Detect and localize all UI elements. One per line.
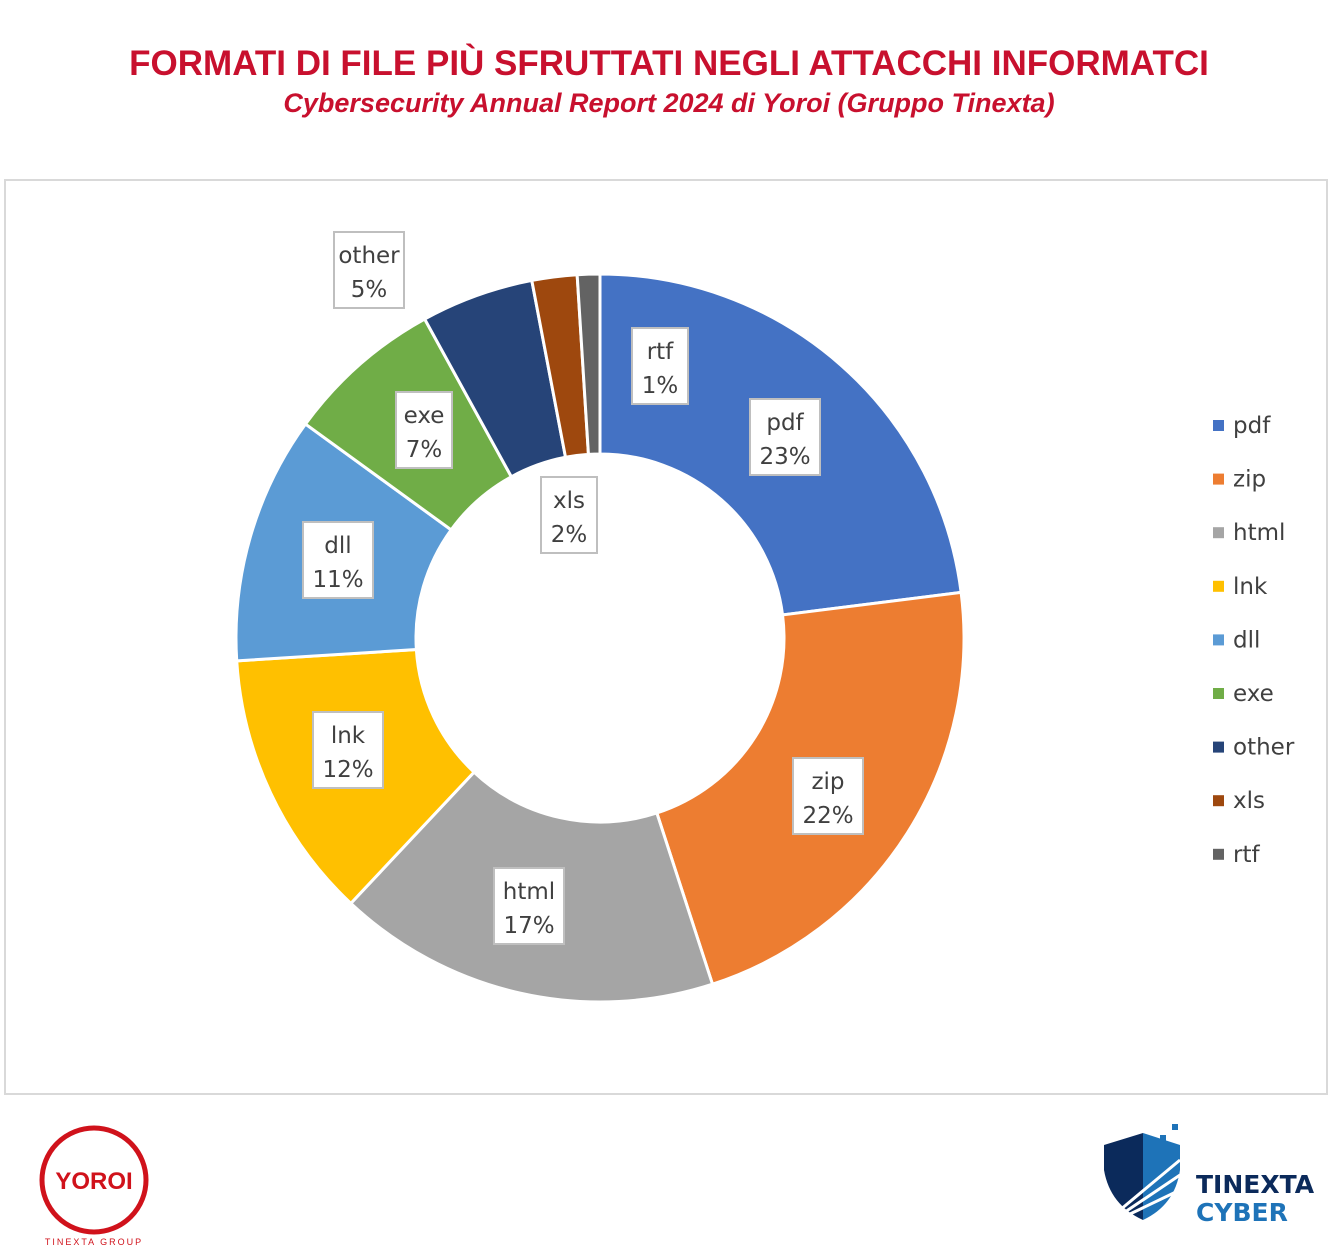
svg-text:other: other bbox=[1233, 735, 1295, 761]
svg-text:TINEXTA GROUP: TINEXTA GROUP bbox=[45, 1237, 143, 1247]
svg-text:lnk: lnk bbox=[331, 723, 366, 749]
svg-text:7%: 7% bbox=[406, 437, 443, 463]
svg-text:exe: exe bbox=[1233, 681, 1274, 707]
svg-text:5%: 5% bbox=[351, 277, 388, 303]
data-label-pdf: pdf 23% bbox=[749, 398, 821, 476]
yoroi-logo: YOROI TINEXTA GROUP bbox=[39, 1125, 149, 1247]
svg-text:other: other bbox=[338, 243, 400, 269]
chart-title: FORMATI DI FILE PIÙ SFRUTTATI NEGLI ATTA… bbox=[129, 44, 1209, 83]
legend-item-dll: dll bbox=[1213, 627, 1260, 653]
svg-text:11%: 11% bbox=[312, 567, 363, 593]
svg-text:exe: exe bbox=[404, 403, 445, 429]
legend-item-exe: exe bbox=[1213, 681, 1274, 707]
svg-text:17%: 17% bbox=[503, 913, 554, 939]
svg-text:dll: dll bbox=[324, 533, 351, 559]
data-label-zip: zip 22% bbox=[792, 757, 864, 835]
svg-text:xls: xls bbox=[553, 488, 585, 514]
svg-text:dll: dll bbox=[1233, 627, 1260, 653]
legend-item-other: other bbox=[1213, 735, 1295, 761]
svg-text:xls: xls bbox=[1233, 788, 1265, 814]
svg-text:html: html bbox=[1233, 520, 1285, 546]
tinexta-cyber-logo: TINEXTA CYBER bbox=[1104, 1124, 1315, 1227]
data-label-rtf: rtf 1% bbox=[631, 327, 689, 405]
legend-item-pdf: pdf bbox=[1213, 413, 1271, 439]
legend-item-html: html bbox=[1213, 520, 1285, 546]
svg-text:2%: 2% bbox=[551, 522, 588, 548]
legend-item-zip: zip bbox=[1213, 467, 1266, 493]
svg-text:pdf: pdf bbox=[766, 410, 804, 436]
data-label-html: html 17% bbox=[493, 867, 565, 945]
svg-text:html: html bbox=[503, 879, 555, 905]
data-label-lnk: lnk 12% bbox=[312, 711, 384, 789]
legend-item-rtf: rtf bbox=[1213, 842, 1260, 868]
data-label-exe: exe 7% bbox=[395, 391, 453, 469]
data-label-xls: xls 2% bbox=[540, 476, 598, 554]
legend-item-lnk: lnk bbox=[1213, 574, 1268, 600]
slice-rtf bbox=[575, 272, 602, 456]
legend-item-xls: xls bbox=[1213, 788, 1265, 814]
chart-subtitle: Cybersecurity Annual Report 2024 di Yoro… bbox=[283, 88, 1055, 118]
svg-text:TINEXTA: TINEXTA bbox=[1196, 1170, 1315, 1199]
chart-frame bbox=[4, 179, 1328, 1095]
svg-text:22%: 22% bbox=[802, 803, 853, 829]
svg-text:CYBER: CYBER bbox=[1196, 1198, 1288, 1227]
svg-text:lnk: lnk bbox=[1233, 574, 1268, 600]
svg-text:rtf: rtf bbox=[647, 339, 674, 365]
data-label-other: other 5% bbox=[333, 231, 405, 309]
svg-text:1%: 1% bbox=[642, 373, 679, 399]
svg-text:23%: 23% bbox=[759, 444, 810, 470]
svg-text:zip: zip bbox=[1233, 467, 1266, 493]
svg-text:rtf: rtf bbox=[1233, 842, 1260, 868]
svg-text:pdf: pdf bbox=[1233, 413, 1271, 439]
svg-text:YOROI: YOROI bbox=[55, 1168, 132, 1195]
data-label-dll: dll 11% bbox=[302, 521, 374, 599]
svg-text:12%: 12% bbox=[322, 757, 373, 783]
svg-text:zip: zip bbox=[811, 769, 844, 795]
